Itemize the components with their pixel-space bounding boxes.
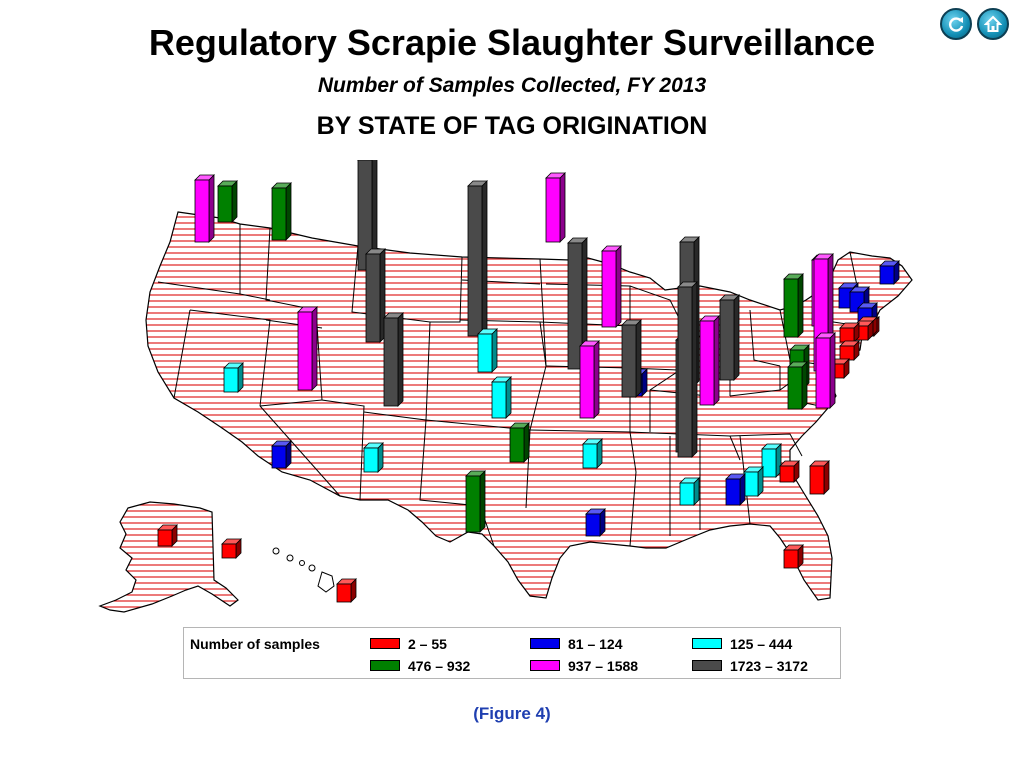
- sample-bar: [783, 544, 804, 569]
- us-map: [98, 160, 913, 613]
- legend-title: Number of samples: [190, 636, 320, 652]
- legend-swatch: [692, 660, 722, 671]
- legend: Number of samples 2 – 55 81 – 124 125 – …: [183, 627, 841, 679]
- sample-bar: [879, 260, 900, 285]
- sample-bar: [467, 180, 488, 337]
- sample-bar: [221, 538, 242, 559]
- sample-bar: [809, 460, 830, 495]
- sample-bar: [271, 182, 292, 241]
- sample-bar: [194, 174, 215, 243]
- page-subtitle: Number of Samples Collected, FY 2013: [317, 74, 707, 97]
- sample-bar: [779, 460, 800, 483]
- legend-label: 476 – 932: [408, 658, 471, 674]
- sample-bar: [585, 508, 606, 537]
- sample-bar: [677, 281, 698, 458]
- sample-bar: [679, 477, 700, 506]
- legend-label: 2 – 55: [408, 636, 447, 652]
- alaska: [98, 501, 239, 613]
- legend-label: 937 – 1588: [568, 658, 639, 674]
- sample-bar: [621, 319, 642, 398]
- home-button[interactable]: [977, 8, 1009, 40]
- sample-bar: [582, 438, 603, 469]
- legend-label: 1723 – 3172: [730, 658, 808, 674]
- sample-bar: [545, 172, 566, 243]
- legend-swatch: [530, 638, 560, 649]
- sample-bar: [579, 340, 600, 419]
- sample-bar: [157, 524, 178, 547]
- sample-bar: [567, 237, 588, 370]
- sample-bar: [787, 361, 808, 410]
- sample-bar: [477, 328, 498, 373]
- sample-bar: [357, 160, 378, 271]
- sample-bar: [465, 470, 486, 533]
- legend-swatch: [370, 660, 400, 671]
- page-subtitle-2: BY STATE OF TAG ORIGINATION: [316, 112, 708, 140]
- sample-bar: [815, 332, 836, 409]
- sample-bar: [699, 315, 720, 406]
- legend-label: 125 – 444: [730, 636, 793, 652]
- home-icon: [984, 15, 1002, 32]
- sample-bars: [157, 160, 900, 603]
- legend-label: 81 – 124: [568, 636, 623, 652]
- sample-bar: [743, 466, 764, 497]
- refresh-icon: [949, 17, 964, 32]
- sample-bar: [509, 422, 530, 463]
- sample-bar: [217, 180, 238, 223]
- sample-bar: [271, 440, 292, 469]
- sample-bar: [363, 442, 384, 473]
- sample-bar: [839, 322, 860, 343]
- sample-bar: [336, 578, 357, 603]
- figure-caption: (Figure 4): [473, 704, 551, 723]
- page-title: Regulatory Scrapie Slaughter Surveillanc…: [148, 22, 876, 63]
- sample-bar: [839, 340, 860, 361]
- sample-bar: [853, 320, 874, 341]
- legend-swatch: [530, 660, 560, 671]
- sample-bar: [297, 306, 318, 391]
- sample-bar: [783, 273, 804, 338]
- sample-bar: [761, 443, 782, 478]
- sample-bar: [383, 312, 404, 407]
- legend-swatch: [692, 638, 722, 649]
- sample-bar: [719, 294, 740, 381]
- sample-bar: [365, 248, 386, 343]
- sample-bar: [491, 376, 512, 419]
- sample-bar: [725, 473, 746, 506]
- refresh-button[interactable]: [940, 8, 972, 40]
- hawaii: [272, 547, 335, 593]
- legend-swatch: [370, 638, 400, 649]
- sample-bar: [601, 245, 622, 328]
- sample-bar: [223, 362, 244, 393]
